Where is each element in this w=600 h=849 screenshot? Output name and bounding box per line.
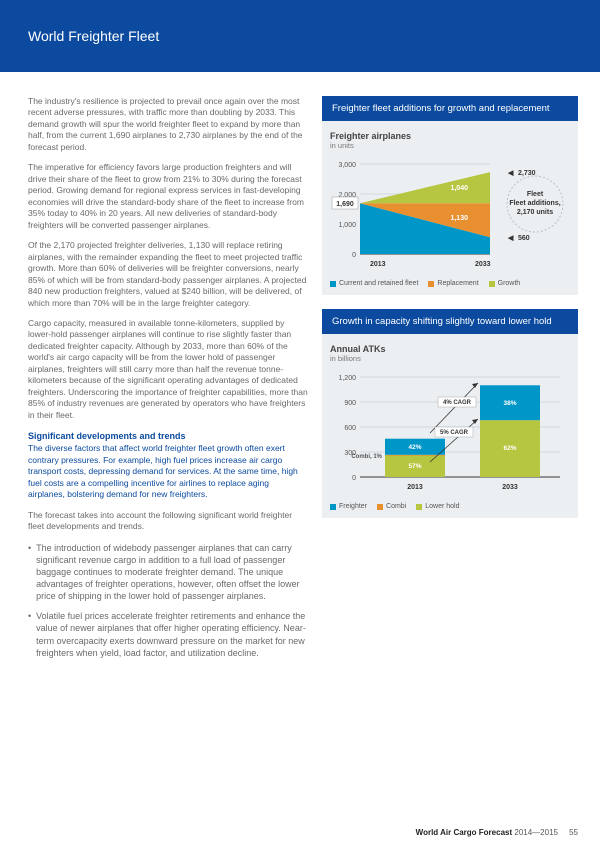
- growth-label: 1,040: [450, 185, 468, 192]
- subheading: Significant developments and trends: [28, 430, 308, 442]
- paragraph-2: The imperative for efficiency favors lar…: [28, 162, 308, 231]
- svg-text:0: 0: [352, 475, 356, 482]
- bullet-1-text: The introduction of widebody passenger a…: [36, 542, 308, 603]
- paragraph-5-body: The diverse factors that affect world fr…: [28, 443, 298, 499]
- chart-1-header: Freighter fleet additions for growth and…: [322, 96, 578, 121]
- paragraph-5: Significant developments and trends The …: [28, 430, 308, 500]
- callout-line2: Fleet additions,: [509, 200, 560, 207]
- bullet-1: The introduction of widebody passenger a…: [28, 542, 308, 603]
- chart-1-svg: 3,000 2,000 1,000 0 1,690 ◀: [330, 154, 570, 274]
- paragraph-6: The forecast takes into account the foll…: [28, 510, 308, 533]
- chart-2-sub: in billions: [330, 354, 570, 363]
- ytick-2: 1,000: [338, 222, 356, 229]
- legend-item: Lower hold: [416, 503, 459, 510]
- chart-2-title: Annual ATKs: [330, 344, 570, 354]
- chart-2-svg: 1,200 900 600 300 0 42% 57% Combi, 1% 38…: [330, 367, 570, 497]
- svg-text:4% CAGR: 4% CAGR: [443, 400, 472, 406]
- chart-1-card: Freighter fleet additions for growth and…: [322, 96, 578, 295]
- paragraph-3: Of the 2,170 projected freighter deliver…: [28, 240, 308, 309]
- footer-title: World Air Cargo Forecast: [416, 828, 512, 837]
- svg-text:62%: 62%: [503, 445, 516, 452]
- svg-text:42%: 42%: [408, 444, 421, 451]
- chart-1-title: Freighter airplanes: [330, 131, 570, 141]
- chart-2-card: Growth in capacity shifting slightly tow…: [322, 309, 578, 518]
- page-number: 55: [569, 828, 578, 837]
- legend-item: Current and retained fleet: [330, 280, 418, 287]
- area-growth: [360, 172, 490, 203]
- svg-text:600: 600: [344, 425, 356, 432]
- chart-1-sub: in units: [330, 141, 570, 150]
- chart-2-header: Growth in capacity shifting slightly tow…: [322, 309, 578, 334]
- page-header: World Freighter Fleet: [0, 0, 600, 72]
- svg-text:1,200: 1,200: [338, 375, 356, 382]
- content-area: The industry's resilience is projected t…: [0, 72, 600, 667]
- svg-text:5% CAGR: 5% CAGR: [440, 430, 469, 436]
- page-footer: World Air Cargo Forecast 2014—2015 55: [416, 828, 578, 837]
- paragraph-4: Cargo capacity, measured in available to…: [28, 318, 308, 421]
- bullet-2-text: Volatile fuel prices accelerate freighte…: [36, 610, 308, 659]
- svg-text:◀: ◀: [507, 235, 514, 242]
- paragraph-1: The industry's resilience is projected t…: [28, 96, 308, 153]
- left-column: The industry's resilience is projected t…: [28, 96, 308, 667]
- bar2013-combi: [385, 455, 445, 456]
- svg-text:900: 900: [344, 400, 356, 407]
- footer-years: 2014—2015: [514, 828, 558, 837]
- svg-text:Combi, 1%: Combi, 1%: [351, 454, 382, 460]
- svg-text:2013: 2013: [407, 484, 423, 491]
- xlabel-0: 2013: [370, 261, 386, 268]
- chart-1-legend: Current and retained fleet Replacement G…: [330, 280, 570, 287]
- xlabel-1: 2033: [475, 261, 491, 268]
- legend-item: Freighter: [330, 503, 367, 510]
- chart-1-body: Freighter airplanes in units 3,000 2,000…: [322, 121, 578, 295]
- callout-line1: Fleet: [527, 191, 544, 198]
- svg-text:57%: 57%: [408, 463, 421, 470]
- right-column: Freighter fleet additions for growth and…: [322, 96, 578, 667]
- replacement-label: 1,130: [450, 215, 468, 222]
- retained-label: 560: [518, 235, 530, 242]
- page-title: World Freighter Fleet: [28, 28, 159, 44]
- chart-2-legend: Freighter Combi Lower hold: [330, 503, 570, 510]
- bullet-2: Volatile fuel prices accelerate freighte…: [28, 610, 308, 659]
- end-total: ◀: [507, 170, 514, 177]
- legend-item: Replacement: [428, 280, 478, 287]
- callout-line3: 2,170 units: [517, 209, 553, 216]
- legend-item: Combi: [377, 503, 406, 510]
- start-label: 1,690: [336, 201, 354, 208]
- svg-text:2033: 2033: [502, 484, 518, 491]
- chart-2-body: Annual ATKs in billions 1,200 900 600 30…: [322, 334, 578, 518]
- ytick-0: 3,000: [338, 162, 356, 169]
- svg-text:38%: 38%: [503, 400, 516, 407]
- legend-item: Growth: [489, 280, 521, 287]
- ytick-3: 0: [352, 252, 356, 259]
